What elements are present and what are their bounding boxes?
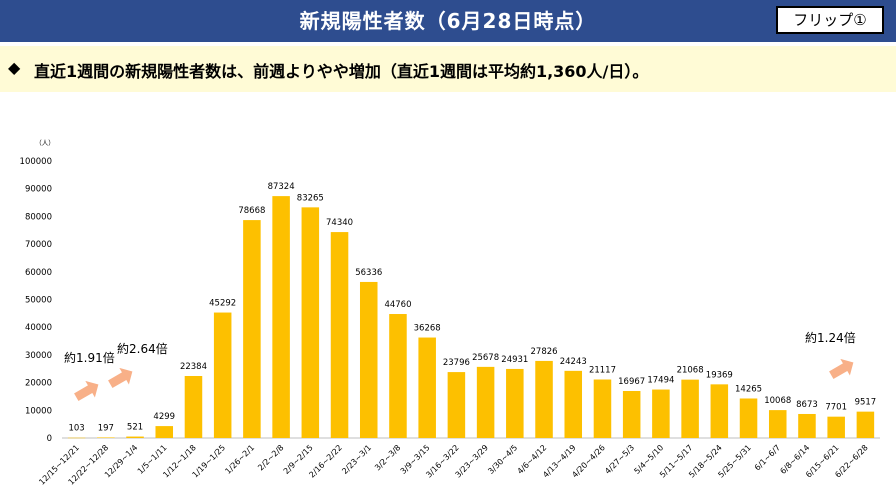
bar — [330, 232, 349, 438]
arrow-up-right-icon — [106, 366, 134, 390]
data-label: 14265 — [735, 384, 762, 394]
bar — [184, 375, 203, 438]
y-tick-label: 40000 — [25, 323, 52, 333]
y-tick-label: 90000 — [25, 185, 52, 195]
y-tick-label: 70000 — [25, 240, 52, 250]
bar — [447, 372, 466, 438]
x-tick-label: 4/27~5/3 — [603, 443, 636, 476]
arrow-right-icon — [72, 379, 100, 403]
data-label: 74340 — [326, 218, 353, 228]
data-label: 197 — [98, 423, 114, 433]
data-label: 56336 — [355, 268, 382, 278]
data-label: 45292 — [209, 299, 236, 309]
bar — [710, 384, 729, 438]
x-tick-label: 2/23~3/1 — [340, 443, 373, 476]
data-label: 24931 — [501, 355, 528, 365]
summary-band — [0, 46, 896, 92]
data-label: 9517 — [855, 398, 877, 408]
bar — [418, 337, 436, 438]
bar — [739, 398, 758, 438]
ratio-label-3: 約1.24倍 — [805, 330, 856, 345]
data-label: 44760 — [384, 300, 411, 310]
bar — [827, 416, 845, 438]
bar — [622, 391, 641, 438]
y-tick-label: 100000 — [20, 157, 52, 167]
data-label: 83265 — [297, 193, 324, 203]
data-label: 521 — [127, 423, 143, 433]
summary-text: 直近1週間の新規陽性者数は、前週よりやや増加（直近1週間は平均約1,360人/日… — [34, 62, 649, 81]
bar — [243, 220, 261, 438]
data-label: 36268 — [414, 324, 441, 334]
data-label: 22384 — [180, 362, 207, 372]
x-tick-label: 6/1~6/7 — [753, 443, 782, 472]
bar — [798, 413, 816, 438]
data-label: 19369 — [706, 370, 733, 380]
bar — [681, 379, 699, 438]
bar — [564, 370, 583, 438]
x-tick-label: 2/2~2/8 — [256, 443, 285, 472]
x-tick-label: 3/2~3/8 — [373, 443, 402, 472]
data-label: 17494 — [647, 376, 674, 386]
y-tick-label: 80000 — [25, 212, 52, 222]
y-tick-label: 50000 — [25, 296, 52, 306]
data-label: 8673 — [796, 400, 818, 410]
bar — [67, 437, 86, 439]
bar — [593, 379, 612, 438]
y-tick-label: 10000 — [25, 406, 52, 416]
data-label: 27826 — [531, 347, 558, 357]
bar — [506, 368, 524, 438]
bar — [856, 411, 875, 438]
ratio-label-1: 約1.91倍 — [64, 350, 115, 365]
diamond-bullet-icon: ◆ — [8, 58, 21, 77]
bar — [389, 314, 407, 438]
data-label: 78668 — [238, 206, 265, 216]
flip-badge: フリップ① — [776, 6, 884, 34]
bar — [126, 436, 144, 438]
data-label: 103 — [68, 424, 84, 434]
y-tick-label: 0 — [47, 434, 52, 444]
y-tick-label: 20000 — [25, 379, 52, 389]
bar — [155, 426, 174, 438]
bar — [768, 410, 787, 438]
y-axis-unit: （人） — [35, 139, 55, 147]
bar — [97, 437, 115, 438]
data-label: 24243 — [560, 357, 587, 367]
data-label: 7701 — [825, 403, 847, 413]
data-label: 25678 — [472, 353, 499, 363]
bar — [652, 389, 670, 438]
y-tick-label: 30000 — [25, 351, 52, 361]
data-label: 21117 — [589, 366, 616, 376]
ratio-label-2: 約2.64倍 — [117, 341, 168, 356]
y-tick-label: 60000 — [25, 268, 52, 278]
data-label: 21068 — [677, 366, 704, 376]
data-label: 16967 — [618, 377, 645, 387]
bar — [301, 207, 320, 438]
bar — [535, 360, 553, 438]
data-label: 23796 — [443, 358, 470, 368]
weekly-cases-bar-chart: （人） 0 10000 20000 30000 40000 50000 60000 70000 8… — [20, 139, 880, 487]
data-label: 10068 — [764, 396, 791, 406]
bar — [476, 366, 495, 438]
data-label: 4299 — [153, 412, 175, 422]
bar — [359, 281, 378, 438]
header-bar — [0, 0, 896, 42]
arrow-up-right-icon — [827, 357, 855, 381]
x-tick-label: 1/26~2/1 — [223, 443, 256, 476]
x-tick-label: 3/30~4/5 — [486, 443, 519, 476]
page-title: 新規陽性者数（6月28日時点） — [299, 9, 597, 33]
data-label: 87324 — [268, 182, 295, 192]
bar — [272, 196, 290, 438]
bar — [213, 312, 232, 438]
